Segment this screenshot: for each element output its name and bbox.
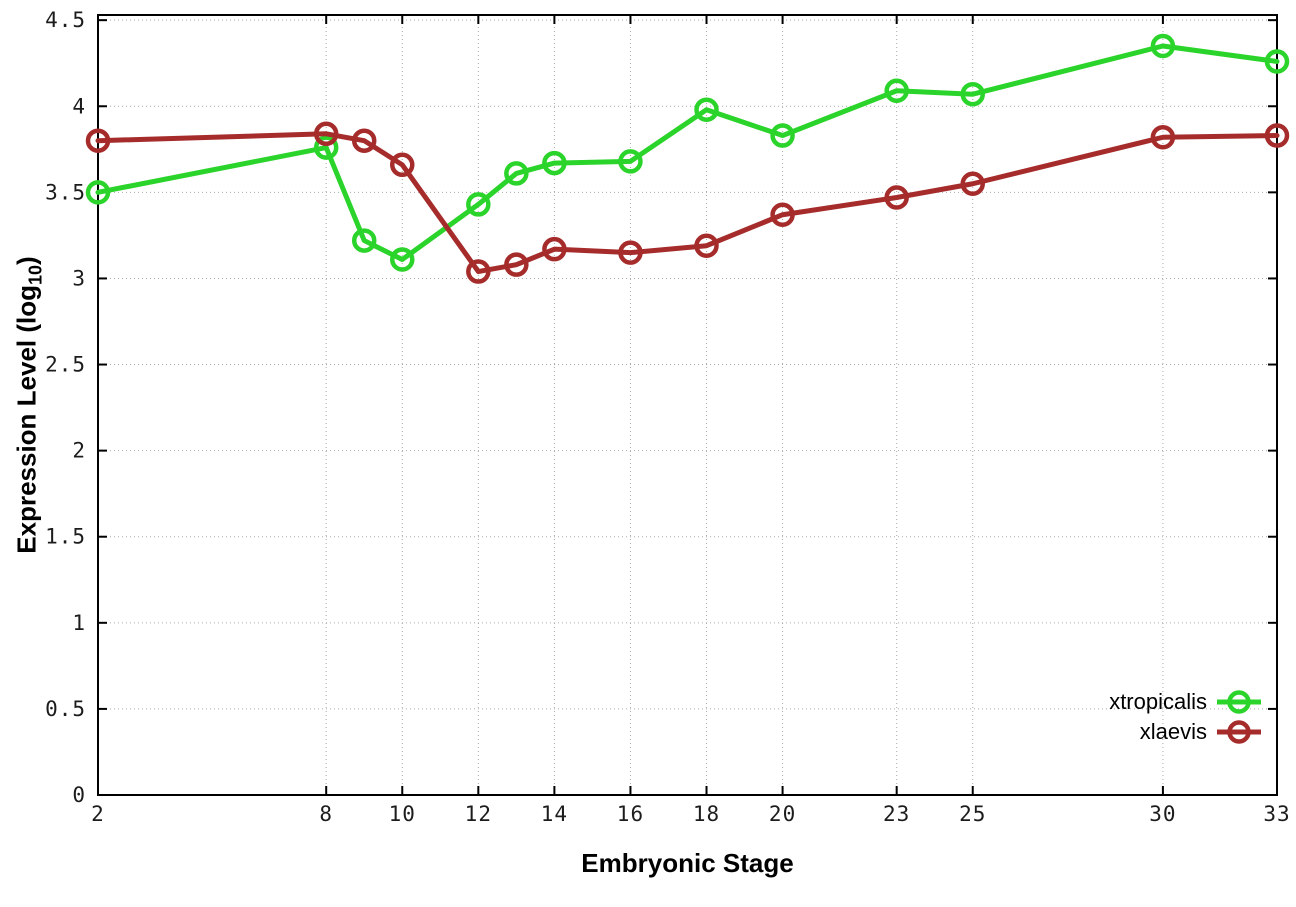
y-axis-title-close: )	[11, 256, 42, 265]
y-tick-label: 2.5	[45, 353, 86, 377]
y-tick-label: 3.5	[45, 180, 86, 204]
data-point-xlaevis	[351, 128, 377, 153]
series-line-xlaevis	[95, 131, 1280, 275]
x-tick-label: 12	[465, 802, 492, 826]
legend-row-xtropicalis: xtropicalis	[1000, 687, 1262, 717]
data-point-xtropicalis	[884, 78, 909, 104]
data-point-xlaevis	[770, 202, 795, 227]
y-axis-title-text: Expression Level (log	[11, 284, 42, 554]
data-point-xtropicalis	[313, 135, 339, 160]
x-tick-label: 20	[769, 802, 796, 826]
y-axis-title-subscript: 10	[25, 264, 46, 285]
data-point-xlaevis	[504, 252, 529, 277]
y-tick-label: 1	[72, 611, 86, 635]
data-point-xtropicalis	[351, 228, 377, 253]
data-point-xtropicalis	[466, 192, 491, 217]
data-point-xtropicalis	[1264, 49, 1290, 74]
data-point-xlaevis	[542, 236, 567, 262]
data-point-xtropicalis	[694, 97, 719, 122]
data-point-xlaevis	[313, 121, 339, 147]
y-tick-label: 4	[72, 94, 86, 118]
x-tick-label: 18	[693, 802, 720, 826]
data-point-xlaevis	[960, 171, 985, 196]
x-tick-label: 2	[91, 802, 105, 826]
legend-marker-xlaevis	[1217, 720, 1261, 744]
data-point-xtropicalis	[85, 180, 111, 205]
data-point-xtropicalis	[504, 161, 529, 186]
y-axis-title: Expression Level (log10)	[11, 256, 46, 554]
data-point-xlaevis	[884, 185, 909, 210]
legend-label-xlaevis: xlaevis	[1139, 719, 1207, 744]
legend-point-sample	[1227, 690, 1251, 714]
x-tick-label: 10	[389, 802, 416, 826]
data-point-xlaevis	[1150, 125, 1176, 150]
data-point-xtropicalis	[960, 81, 985, 107]
data-point-xtropicalis	[1150, 33, 1176, 59]
data-point-xtropicalis	[542, 150, 567, 176]
data-point-xtropicalis	[390, 247, 415, 272]
legend-row-xlaevis: xlaevis	[1000, 717, 1262, 747]
x-tick-label: 8	[319, 802, 333, 826]
legend: xtropicalis xlaevis	[1000, 687, 1262, 747]
legend-point-sample	[1227, 720, 1251, 744]
x-tick-label: 30	[1149, 802, 1176, 826]
data-point-xtropicalis	[770, 123, 795, 148]
data-point-xlaevis	[694, 233, 719, 258]
y-tick-label: 4.5	[45, 8, 86, 32]
data-point-xlaevis	[390, 152, 415, 178]
series-line-xtropicalis	[95, 43, 1280, 263]
x-tick-label: 16	[617, 802, 644, 826]
y-tick-label: 0	[72, 783, 86, 807]
x-tick-label: 14	[541, 802, 568, 826]
x-axis-title: Embryonic Stage	[581, 848, 794, 878]
legend-label-xtropicalis: xtropicalis	[1109, 689, 1207, 714]
data-point-xlaevis	[618, 240, 643, 265]
data-point-xlaevis	[85, 128, 111, 153]
x-tick-label: 25	[959, 802, 986, 826]
data-point-xtropicalis	[618, 149, 643, 174]
plot-border	[97, 14, 1278, 796]
data-point-xlaevis	[466, 259, 491, 284]
y-tick-label: 0.5	[45, 697, 86, 721]
legend-marker-xtropicalis	[1217, 690, 1261, 714]
x-tick-label: 33	[1263, 802, 1290, 826]
x-tick-label: 23	[883, 802, 910, 826]
data-point-xlaevis	[1264, 123, 1290, 148]
y-tick-label: 1.5	[45, 525, 86, 549]
y-tick-label: 3	[72, 266, 86, 290]
y-tick-label: 2	[72, 439, 86, 463]
